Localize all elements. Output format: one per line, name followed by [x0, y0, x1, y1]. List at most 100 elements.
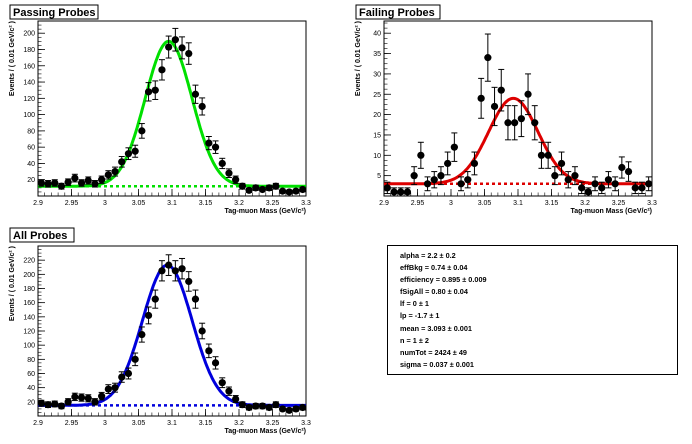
- y-tick-label: 20: [373, 112, 381, 119]
- y-tick-label: 140: [23, 80, 35, 87]
- data-point: [444, 159, 452, 168]
- y-tick-label: 25: [373, 92, 381, 99]
- data-point: [457, 180, 465, 188]
- data-point: [171, 36, 179, 44]
- fit-param-numtot: numTot = 2424 ± 49: [400, 347, 467, 357]
- data-point: [37, 399, 45, 407]
- data-point: [278, 187, 287, 195]
- fit-param-alpha: alpha = 2.2 ± 0.2: [400, 251, 456, 260]
- data-point: [225, 387, 233, 395]
- data-point: [64, 178, 72, 186]
- data-point: [144, 311, 153, 320]
- y-tick-label: 35: [373, 51, 381, 58]
- y-tick-label: 160: [23, 300, 35, 307]
- y-tick-label: 30: [373, 71, 381, 78]
- data-point: [138, 330, 146, 339]
- data-point: [638, 184, 646, 192]
- x-tick-label: 3.25: [612, 200, 626, 207]
- y-tick-label: 5: [377, 173, 381, 180]
- data-point: [598, 184, 606, 192]
- y-tick-label: 120: [23, 329, 35, 336]
- y-tick-label: 200: [23, 31, 35, 38]
- data-point: [245, 186, 253, 194]
- data-point: [211, 359, 220, 367]
- x-axis-label: Tag-muon Mass (GeV/c²): [224, 428, 306, 435]
- y-tick-label: 120: [23, 96, 35, 103]
- x-tick-label: 3: [103, 420, 107, 427]
- data-point: [517, 115, 525, 123]
- data-point: [144, 88, 153, 96]
- fit-param-effbkg: effBkg = 0.74 ± 0.04: [400, 263, 468, 273]
- data-point: [77, 393, 86, 402]
- data-point: [390, 188, 398, 196]
- data-point: [205, 139, 213, 147]
- y-tick-label: 100: [23, 343, 35, 350]
- data-point: [292, 187, 300, 195]
- data-point: [191, 295, 200, 303]
- data-point: [397, 188, 405, 196]
- data-point: [544, 151, 552, 159]
- fit-param-lp: lp = -1.7 ± 1: [400, 311, 440, 321]
- fit-param-sigma: sigma = 0.037 ± 0.001: [400, 359, 474, 369]
- fit-parameters-box: alpha = 2.2 ± 0.2 effBkg = 0.74 ± 0.04 e…: [387, 245, 678, 375]
- data-point: [611, 180, 619, 188]
- y-tick-label: 60: [27, 371, 35, 378]
- data-point: [158, 66, 166, 74]
- data-point: [484, 54, 492, 62]
- data-point: [437, 172, 445, 180]
- data-point: [51, 400, 59, 408]
- data-point: [44, 180, 52, 188]
- data-point: [258, 402, 267, 410]
- y-tick-label: 20: [27, 399, 35, 406]
- x-tick-label: 3.25: [266, 420, 280, 427]
- data-point: [185, 49, 193, 58]
- y-tick-label: 10: [373, 153, 381, 160]
- data-point: [131, 147, 139, 155]
- y-tick-label: 15: [373, 132, 381, 139]
- data-point: [111, 167, 119, 176]
- data-point: [198, 327, 206, 335]
- data-point: [265, 184, 273, 192]
- fit-param-efficiency: efficiency = 0.895 ± 0.009: [400, 275, 487, 285]
- x-tick-label: 2.95: [65, 420, 79, 427]
- y-tick-label: 140: [23, 314, 35, 321]
- y-tick-label: 200: [23, 272, 35, 279]
- panel-title-box: [355, 4, 441, 20]
- data-point: [504, 119, 512, 127]
- data-point: [171, 267, 179, 275]
- data-point: [232, 176, 240, 184]
- x-tick-label: 3.15: [545, 200, 559, 207]
- y-tick-label: 20: [27, 177, 35, 184]
- data-point: [51, 179, 59, 187]
- fit-param-lf: lf = 0 ± 1: [400, 299, 429, 309]
- x-tick-label: 3.25: [266, 200, 280, 207]
- y-tick-label: 100: [23, 112, 35, 119]
- plot-frame: [37, 245, 307, 417]
- data-point: [158, 267, 166, 275]
- data-point: [178, 44, 186, 52]
- x-tick-label: 3.05: [132, 200, 146, 207]
- fit-param-fsigall: fSigAll = 0.80 ± 0.04: [400, 287, 468, 297]
- x-tick-label: 3.2: [580, 200, 590, 207]
- x-tick-label: 2.95: [411, 200, 425, 207]
- y-tick-label: 220: [23, 258, 35, 265]
- data-point: [191, 90, 200, 98]
- data-point: [551, 172, 559, 180]
- data-point: [252, 184, 260, 192]
- y-tick-label: 160: [23, 63, 35, 70]
- data-point: [57, 402, 66, 410]
- data-point: [37, 179, 45, 187]
- x-tick-label: 3.05: [478, 200, 492, 207]
- data-point: [238, 182, 246, 190]
- data-point: [417, 151, 425, 159]
- data-point: [624, 167, 633, 176]
- data-point: [423, 180, 432, 188]
- x-tick-label: 3.1: [167, 200, 177, 207]
- data-point: [299, 403, 307, 412]
- data-point: [138, 127, 146, 135]
- data-point: [118, 373, 126, 381]
- data-point: [410, 172, 418, 180]
- data-point: [278, 405, 287, 413]
- data-point: [383, 184, 391, 192]
- data-point: [537, 151, 546, 159]
